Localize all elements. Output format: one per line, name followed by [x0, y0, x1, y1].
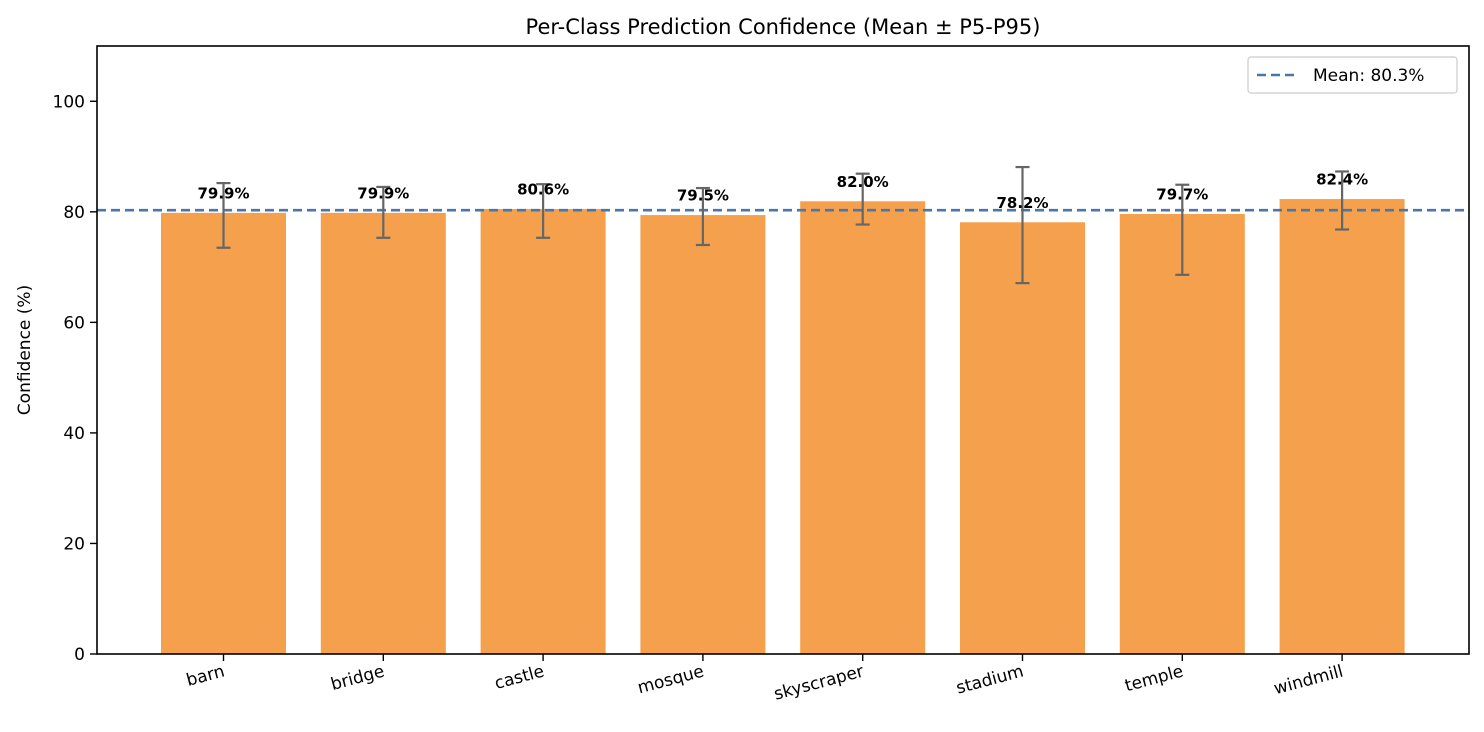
error-bar-castle	[536, 183, 551, 239]
data-label-barn: 79.9%	[197, 184, 249, 202]
bar-windmill	[1278, 198, 1406, 655]
data-label-mosque: 79.5%	[677, 187, 729, 205]
x-tick-label-castle: castle	[492, 662, 546, 694]
y-tick-label: 40	[63, 424, 85, 444]
bar-temple	[1118, 212, 1246, 655]
error-bar-barn	[216, 181, 231, 249]
data-label-windmill: 82.4%	[1316, 171, 1368, 189]
y-tick-label: 80	[63, 203, 85, 223]
plot-frame	[96, 45, 1470, 655]
data-label-skyscraper: 82.0%	[837, 173, 889, 191]
bar-barn	[160, 211, 287, 655]
legend-box	[1247, 56, 1458, 94]
x-tick-label-mosque: mosque	[635, 662, 706, 699]
plot-area: 79.9% 79.9% 80.6% 79.5% 82.0% 78.2% 79.7% 82.4%…	[53, 45, 1470, 705]
y-axis-label: Confidence (%)	[15, 285, 35, 415]
bar-stadium	[959, 221, 1086, 655]
data-label-bridge: 79.9%	[357, 184, 409, 202]
error-bar-temple	[1175, 183, 1190, 276]
chart-title: Per-Class Prediction Confidence (Mean ± …	[526, 15, 1041, 39]
error-bar-stadium	[1015, 165, 1030, 285]
legend-mean-label: Mean: 80.3%	[1313, 66, 1424, 86]
error-bar-skyscraper	[855, 172, 870, 226]
x-tick-label-bridge: bridge	[329, 662, 387, 695]
error-bar-bridge	[376, 185, 391, 239]
x-tick-label-skyscraper: skyscraper	[772, 662, 866, 705]
x-tick-label-barn: barn	[184, 662, 227, 691]
data-label-castle: 80.6%	[517, 181, 569, 199]
x-tick-label-stadium: stadium	[954, 662, 1026, 699]
bar-skyscraper	[799, 200, 927, 655]
x-tick-label-temple: temple	[1123, 662, 1186, 697]
y-tick-label: 20	[63, 534, 85, 554]
y-tick-label: 0	[74, 645, 85, 665]
bar-castle	[479, 208, 607, 655]
y-tick-label: 100	[53, 92, 85, 112]
legend: Mean: 80.3%	[1247, 56, 1458, 94]
bar-mosque	[639, 214, 767, 655]
bar-bridge	[319, 211, 447, 655]
y-tick-label: 60	[63, 313, 85, 333]
data-label-stadium: 78.2%	[996, 194, 1048, 212]
data-label-temple: 79.7%	[1156, 185, 1208, 203]
error-bar-windmill	[1335, 170, 1350, 231]
error-bar-mosque	[695, 186, 710, 247]
x-tick-label-windmill: windmill	[1272, 662, 1346, 700]
